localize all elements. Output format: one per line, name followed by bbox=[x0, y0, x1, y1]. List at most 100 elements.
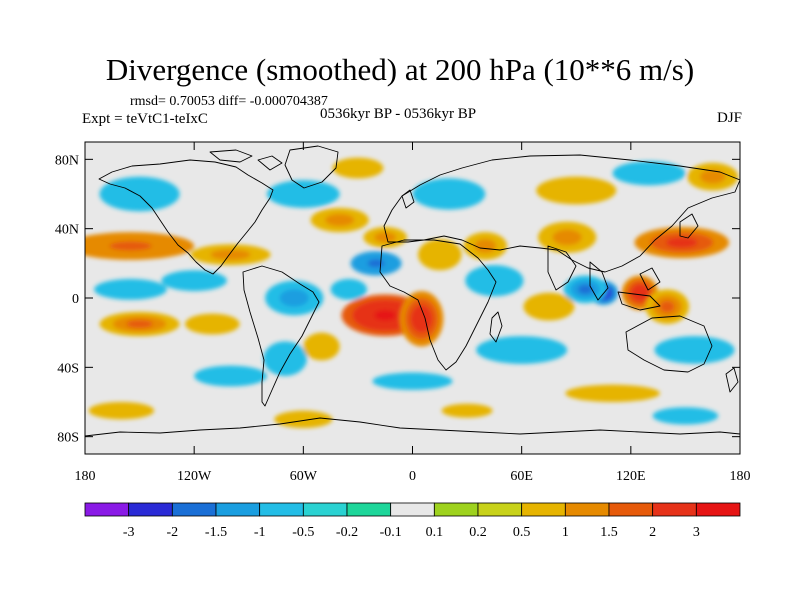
x-tick-label-0: 180 bbox=[75, 469, 96, 484]
colorbar-box-4 bbox=[259, 502, 304, 517]
field-blob-16-2 bbox=[659, 300, 675, 313]
colorbar-box-11 bbox=[564, 502, 610, 517]
x-tick-label-2: 60W bbox=[290, 469, 318, 484]
y-tick-label-1: 40N bbox=[55, 223, 79, 238]
x-tick-label-5: 120E bbox=[616, 469, 646, 484]
x-tick-label-3: 0 bbox=[409, 469, 416, 484]
coast-japan bbox=[679, 213, 699, 239]
colorbar-box-2 bbox=[171, 502, 217, 517]
field-blob-40-0 bbox=[441, 403, 493, 418]
field-blob-14-2 bbox=[578, 284, 593, 294]
chart-title: Divergence (smoothed) at 200 hPa (10**6 … bbox=[105, 52, 695, 87]
field-blob-36-0 bbox=[565, 384, 660, 403]
field-blob-33-1 bbox=[699, 169, 726, 184]
field-blob-38-0 bbox=[274, 410, 333, 429]
field-blob-0-3 bbox=[374, 310, 397, 321]
field-blob-15-3 bbox=[635, 288, 645, 298]
coast-africa bbox=[379, 239, 497, 371]
colorbar: -3 -2 -1.5 -1 -0.5 -0.2 -0.1 0.1 0.2 0.5 1 1.5 2 3 bbox=[84, 502, 741, 540]
colorbar-label-1: -2 bbox=[166, 525, 178, 540]
field-blob-6-1 bbox=[210, 249, 251, 260]
field-blob-35-0 bbox=[372, 372, 453, 390]
field-blob-18-1 bbox=[479, 272, 509, 289]
colorbar-label-10: 1 bbox=[562, 525, 569, 540]
y-tick-label-2: 0 bbox=[72, 292, 79, 307]
field-blob-29-1 bbox=[430, 186, 468, 202]
field-blob-34-0 bbox=[194, 365, 267, 387]
coast-antarctica bbox=[85, 417, 740, 437]
divergence-field bbox=[85, 157, 739, 429]
period-text: 0536kyr BP - 0536kyr BP bbox=[320, 106, 477, 122]
colorbar-box-7 bbox=[390, 502, 435, 517]
field-blob-24-1 bbox=[177, 275, 211, 286]
map-panel: 180 120W 60W 0 60E 120E 180 80N 40N 0 40S 80S bbox=[55, 141, 751, 484]
field-blob-7-1 bbox=[325, 213, 355, 227]
field-blob-4-1 bbox=[339, 284, 358, 295]
x-tick-label-1: 120W bbox=[177, 469, 212, 484]
colorbar-box-3 bbox=[215, 502, 261, 517]
colorbar-label-2: -1.5 bbox=[205, 525, 227, 540]
stats-text: rmsd= 0.70053 diff= -0.000704387 bbox=[130, 94, 328, 109]
field-blob-20-1 bbox=[674, 343, 715, 357]
colorbar-box-14 bbox=[695, 502, 741, 517]
field-blob-23-1 bbox=[112, 284, 149, 295]
field-blob-9-1 bbox=[474, 239, 497, 253]
field-blob-12-0 bbox=[417, 239, 462, 271]
field-blob-30-1 bbox=[556, 183, 597, 198]
field-blob-26-1 bbox=[312, 339, 331, 354]
colorbar-label-13: 3 bbox=[693, 525, 700, 540]
colorbar-box-5 bbox=[302, 502, 348, 517]
coast-uk bbox=[401, 189, 415, 209]
colorbar-label-4: -0.5 bbox=[292, 525, 314, 540]
colorbar-label-6: -0.1 bbox=[380, 525, 402, 540]
field-blob-37-1 bbox=[105, 406, 138, 415]
field-blob-28-1 bbox=[119, 185, 160, 203]
x-tick-label-6: 180 bbox=[730, 469, 751, 484]
field-blob-27-1 bbox=[285, 187, 322, 201]
colorbar-label-12: 2 bbox=[649, 525, 656, 540]
coastlines bbox=[85, 145, 740, 437]
coast-new-zealand bbox=[725, 367, 739, 393]
colorbar-label-3: -1 bbox=[254, 525, 266, 540]
coast-southeast-asia bbox=[589, 261, 661, 311]
colorbar-box-0 bbox=[84, 502, 130, 517]
coast-north-america bbox=[98, 159, 274, 275]
field-blob-10-1 bbox=[552, 229, 582, 246]
field-blob-19-1 bbox=[498, 343, 545, 357]
colorbar-box-13 bbox=[652, 502, 697, 517]
field-blob-17-1 bbox=[536, 299, 562, 314]
y-tick-label-3: 40S bbox=[57, 361, 79, 376]
colorbar-box-8 bbox=[433, 502, 479, 517]
field-blob-25-1 bbox=[274, 350, 297, 368]
axis-ticks: 180 120W 60W 0 60E 120E 180 80N 40N 0 40S 80S bbox=[55, 142, 751, 484]
colorbar-label-7: 0.1 bbox=[426, 525, 444, 540]
colorbar-label-8: 0.2 bbox=[469, 525, 487, 540]
coast-madagascar bbox=[489, 311, 503, 343]
field-blob-5-2 bbox=[109, 241, 152, 251]
experiment-text: Expt = teVtC1-teIxC bbox=[82, 111, 208, 127]
field-blob-21-2 bbox=[126, 319, 153, 329]
field-blob-8-1 bbox=[374, 232, 397, 243]
colorbar-label-9: 0.5 bbox=[513, 525, 531, 540]
field-blob-32-0 bbox=[332, 157, 384, 179]
colorbar-label-0: -3 bbox=[123, 525, 135, 540]
coast-greenland bbox=[284, 145, 339, 189]
colorbar-box-1 bbox=[128, 502, 173, 517]
field-blob-22-1 bbox=[198, 318, 227, 330]
season-text: DJF bbox=[716, 110, 742, 126]
colorbar-label-5: -0.2 bbox=[336, 525, 358, 540]
field-blob-31-0 bbox=[612, 161, 686, 186]
y-tick-label-4: 80S bbox=[57, 431, 79, 446]
coast-eurasia bbox=[383, 154, 740, 273]
field-blob-2-2 bbox=[367, 259, 385, 268]
coast-australia bbox=[625, 315, 713, 373]
coast-arctic-islands bbox=[209, 149, 283, 171]
y-tick-label-0: 80N bbox=[55, 153, 79, 168]
field-blob-11-2 bbox=[666, 237, 698, 248]
colorbar-box-6 bbox=[346, 502, 392, 517]
field-blob-3-1 bbox=[279, 289, 309, 307]
coast-indian-subcontinent bbox=[547, 245, 577, 291]
coast-south-america bbox=[242, 265, 320, 407]
colorbar-box-12 bbox=[608, 502, 654, 517]
